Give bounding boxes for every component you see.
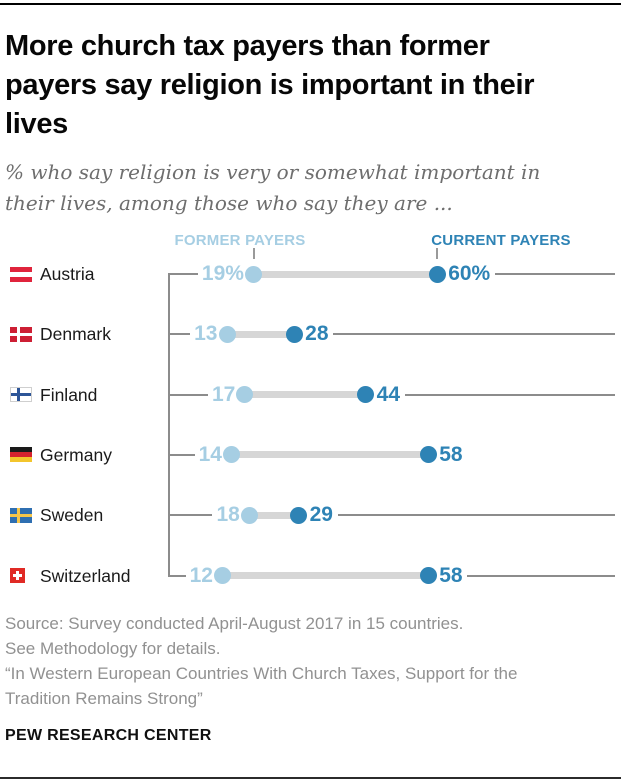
former-dot bbox=[245, 265, 263, 283]
bottom-rule bbox=[0, 777, 621, 779]
former-value-label: 18 bbox=[216, 503, 240, 527]
former-value-label: 12 bbox=[189, 563, 213, 587]
flag-switzerland-icon bbox=[10, 568, 25, 583]
title-line: lives bbox=[5, 108, 68, 140]
legend-current-payers: CURRENT PAYERS bbox=[431, 232, 571, 249]
country-label: Sweden bbox=[40, 505, 104, 526]
current-value-label: 58 bbox=[439, 442, 463, 466]
row-left-tick bbox=[169, 453, 195, 456]
row-right-line bbox=[333, 333, 615, 336]
former-dot bbox=[223, 446, 241, 464]
connector-bar bbox=[244, 391, 366, 399]
current-dot bbox=[357, 386, 375, 404]
current-dot bbox=[285, 325, 303, 343]
current-dot bbox=[419, 567, 437, 584]
subtitle-line: their lives, among those who say they ar… bbox=[5, 191, 453, 215]
row-right-line bbox=[404, 393, 615, 396]
current-dot bbox=[290, 506, 308, 524]
flag-denmark-icon bbox=[10, 327, 32, 342]
connector-bar bbox=[253, 270, 438, 278]
country-label: Finland bbox=[40, 384, 98, 405]
former-dot bbox=[218, 325, 236, 343]
source-note: Source: Survey conducted April-August 20… bbox=[5, 611, 590, 711]
connector-bar bbox=[222, 572, 429, 579]
flag-finland-icon bbox=[10, 387, 32, 402]
legend-former-payers: FORMER PAYERS bbox=[174, 232, 306, 249]
pew-research-center-logo: PEW RESEARCH CENTER bbox=[5, 727, 212, 744]
row-left-tick bbox=[169, 273, 198, 275]
country-label: Germany bbox=[40, 444, 112, 465]
source-line: Source: Survey conducted April-August 20… bbox=[5, 614, 464, 633]
legend-tick-current bbox=[436, 248, 439, 259]
title-line: More church tax payers than former bbox=[5, 30, 490, 62]
flag-germany-icon bbox=[10, 447, 32, 462]
current-dot bbox=[419, 446, 437, 464]
current-value-label: 60% bbox=[448, 262, 491, 285]
country-label: Denmark bbox=[40, 324, 111, 345]
former-dot bbox=[214, 567, 232, 584]
current-value-label: 58 bbox=[439, 563, 463, 587]
row-right-line bbox=[337, 514, 615, 517]
source-line: Tradition Remains Strong” bbox=[5, 689, 203, 708]
country-label: Austria bbox=[40, 264, 95, 284]
top-rule bbox=[0, 3, 621, 5]
flag-austria-icon bbox=[10, 267, 32, 282]
former-value-label: 14 bbox=[198, 442, 222, 466]
connector-bar bbox=[249, 511, 299, 519]
page-title: More church tax payers than former payer… bbox=[5, 27, 605, 144]
chart-subtitle: % who say religion is very or somewhat i… bbox=[5, 157, 605, 219]
country-label: Switzerland bbox=[40, 565, 131, 586]
flag-sweden-icon bbox=[10, 508, 32, 523]
former-dot bbox=[236, 386, 254, 404]
row-right-line bbox=[467, 574, 615, 577]
row-left-tick bbox=[169, 574, 186, 577]
row-left-tick bbox=[169, 393, 208, 396]
row-right-line bbox=[495, 273, 615, 275]
source-line: “In Western European Countries With Chur… bbox=[5, 664, 518, 683]
former-value-label: 13 bbox=[194, 322, 218, 346]
legend-tick-former bbox=[252, 248, 255, 259]
row-left-tick bbox=[169, 514, 213, 517]
current-dot bbox=[428, 265, 446, 283]
connector-bar bbox=[231, 451, 429, 459]
row-left-tick bbox=[169, 333, 191, 336]
axis-spine bbox=[168, 273, 170, 577]
current-value-label: 29 bbox=[309, 503, 333, 527]
dumbbell-chart: FORMER PAYERS CURRENT PAYERS Austria 19% 6… bbox=[0, 228, 621, 612]
current-value-label: 28 bbox=[305, 322, 329, 346]
former-dot bbox=[240, 506, 258, 524]
source-line: See Methodology for details. bbox=[5, 639, 221, 658]
subtitle-line: % who say religion is very or somewhat i… bbox=[5, 160, 541, 184]
former-value-label: 17 bbox=[211, 382, 236, 406]
title-line: payers say religion is important in thei… bbox=[5, 69, 535, 101]
connector-bar bbox=[227, 330, 295, 338]
former-value-label: 19% bbox=[201, 262, 244, 285]
current-value-label: 44 bbox=[376, 382, 401, 406]
